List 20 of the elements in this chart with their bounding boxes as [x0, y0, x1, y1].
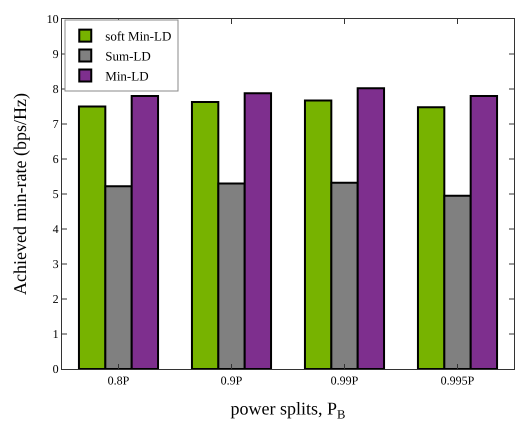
y-tick-label: 5 [52, 187, 59, 202]
legend-label: soft Min-LD [105, 28, 172, 44]
x-tick-label: 0.99P [330, 373, 359, 388]
y-tick-label: 9 [52, 47, 59, 62]
y-tick-label: 1 [52, 327, 59, 342]
x-axis-title: power splits, P$_{B}$ [230, 398, 346, 422]
y-tick-label: 10 [46, 12, 59, 26]
y-tick-label: 3 [52, 257, 59, 272]
y-tick-label: 8 [52, 82, 59, 96]
y-axis-title: Achieved min-rate (bps/Hz) [10, 93, 30, 295]
legend-label: Min-LD [105, 68, 149, 84]
y-tick-label: 2 [52, 292, 59, 306]
x-tick-label: 0.8P [108, 373, 130, 388]
y-tick-label: 4 [52, 222, 59, 236]
x-tick-label: 0.995P [440, 373, 475, 388]
x-tick-label: 0.9P [220, 373, 243, 388]
y-tick-label: 0 [52, 362, 59, 376]
y-tick-label: 6 [52, 152, 59, 166]
legend-label: Sum-LD [105, 48, 151, 64]
y-tick-label: 7 [52, 117, 59, 132]
